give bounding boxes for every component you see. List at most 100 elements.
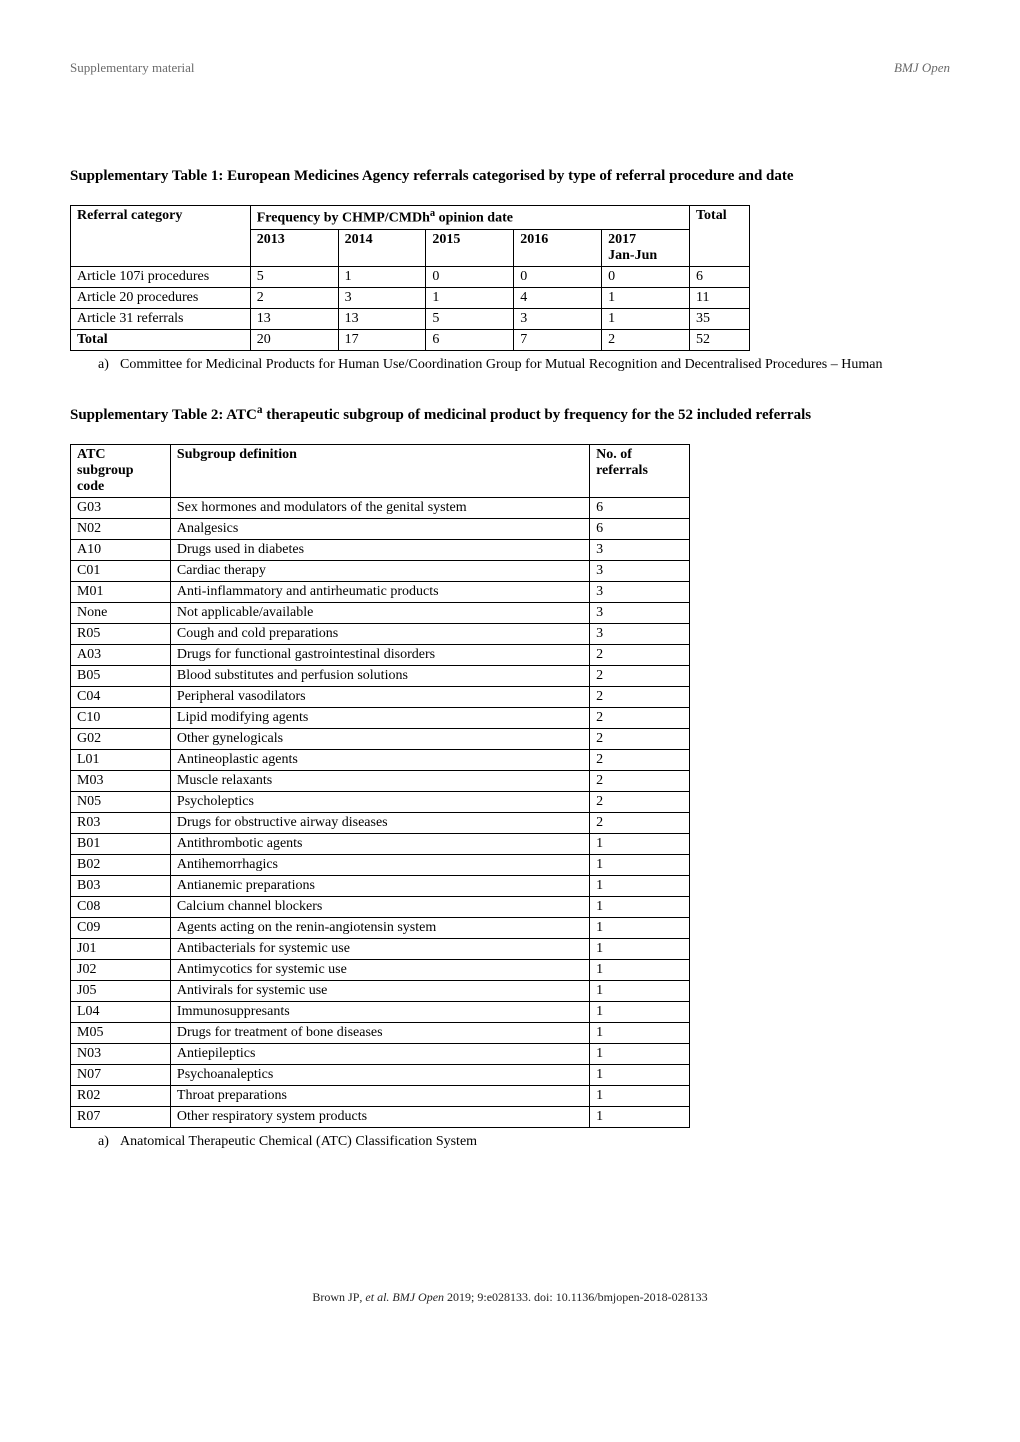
table2-def-cell: Antianemic preparations	[170, 875, 589, 896]
table1-header-row: Referral category Frequency by CHMP/CMDh…	[71, 206, 750, 230]
table2-count-cell: 2	[590, 812, 690, 833]
table-row: M01Anti-inflammatory and antirheumatic p…	[71, 581, 690, 602]
table2-count-cell: 2	[590, 665, 690, 686]
table-row: B01Antithrombotic agents1	[71, 833, 690, 854]
table-row: C04Peripheral vasodilators2	[71, 686, 690, 707]
table-row: R05Cough and cold preparations3	[71, 623, 690, 644]
table1-cell: 4	[514, 287, 602, 308]
table2-code-cell: M03	[71, 770, 171, 791]
table1-title: Supplementary Table 1: European Medicine…	[70, 166, 950, 187]
table2-def-cell: Drugs used in diabetes	[170, 539, 589, 560]
table-row: L04Immunosuppresants1	[71, 1001, 690, 1022]
table2-code-cell: C09	[71, 917, 171, 938]
table2-def-cell: Agents acting on the renin-angiotensin s…	[170, 917, 589, 938]
table2-count-cell: 1	[590, 833, 690, 854]
table2-def-cell: Antibacterials for systemic use	[170, 938, 589, 959]
table-row: M03Muscle relaxants2	[71, 770, 690, 791]
table2-code-cell: M01	[71, 581, 171, 602]
table-row: M05Drugs for treatment of bone diseases1	[71, 1022, 690, 1043]
table1-total-label: Total	[71, 329, 251, 350]
table2-header-cell: No. of referrals	[590, 444, 690, 497]
table2-count-cell: 2	[590, 707, 690, 728]
table-row: J02Antimycotics for systemic use1	[71, 959, 690, 980]
table2-def-cell: Blood substitutes and perfusion solution…	[170, 665, 589, 686]
table2-code-cell: None	[71, 602, 171, 623]
table2-count-cell: 3	[590, 602, 690, 623]
table-row: N05Psycholeptics2	[71, 791, 690, 812]
table2-code-cell: N03	[71, 1043, 171, 1064]
table2-code-cell: N05	[71, 791, 171, 812]
table2-def-cell: Antiepileptics	[170, 1043, 589, 1064]
table2-count-cell: 2	[590, 770, 690, 791]
table2-code-cell: G03	[71, 497, 171, 518]
table2-def-cell: Lipid modifying agents	[170, 707, 589, 728]
table-row: C10Lipid modifying agents2	[71, 707, 690, 728]
table1-cell: 3	[514, 308, 602, 329]
table1-cell: 20	[250, 329, 338, 350]
table2-count-cell: 1	[590, 875, 690, 896]
table-row: A10Drugs used in diabetes3	[71, 539, 690, 560]
table2-count-cell: 1	[590, 1001, 690, 1022]
table-row: G02Other gynelogicals2	[71, 728, 690, 749]
table-row: R02Throat preparations1	[71, 1085, 690, 1106]
table1-year-header: 2014	[338, 229, 426, 266]
table2-code-cell: N02	[71, 518, 171, 539]
table2: ATC subgroup codeSubgroup definitionNo. …	[70, 444, 690, 1128]
table1-cell: 1	[426, 287, 514, 308]
table2-code-cell: G02	[71, 728, 171, 749]
table2-def-cell: Other gynelogicals	[170, 728, 589, 749]
table1-row-total: 6	[690, 266, 750, 287]
table1-cell: 17	[338, 329, 426, 350]
table2-def-cell: Calcium channel blockers	[170, 896, 589, 917]
table1-cell: 0	[514, 266, 602, 287]
table2-count-cell: 1	[590, 917, 690, 938]
table-row: C09Agents acting on the renin-angiotensi…	[71, 917, 690, 938]
table-row: Article 31 referrals131353135	[71, 308, 750, 329]
table2-def-cell: Other respiratory system products	[170, 1106, 589, 1127]
table1-cell: 7	[514, 329, 602, 350]
table2-code-cell: B03	[71, 875, 171, 896]
table2-count-cell: 2	[590, 686, 690, 707]
table2-footnote: a)Anatomical Therapeutic Chemical (ATC) …	[98, 1134, 950, 1150]
table2-code-cell: C01	[71, 560, 171, 581]
table1-year-header: 2015	[426, 229, 514, 266]
table-row: A03Drugs for functional gastrointestinal…	[71, 644, 690, 665]
table2-def-cell: Antivirals for systemic use	[170, 980, 589, 1001]
table2-count-cell: 1	[590, 959, 690, 980]
table1-cell: 1	[338, 266, 426, 287]
table2-count-cell: 3	[590, 623, 690, 644]
table1-header-referral: Referral category	[71, 206, 251, 267]
table-row: R07Other respiratory system products1	[71, 1106, 690, 1127]
table2-def-cell: Peripheral vasodilators	[170, 686, 589, 707]
table2-count-cell: 1	[590, 980, 690, 1001]
table2-count-cell: 2	[590, 728, 690, 749]
table2-code-cell: B01	[71, 833, 171, 854]
table2-def-cell: Not applicable/available	[170, 602, 589, 623]
table1-cell: 3	[338, 287, 426, 308]
table-row: N03Antiepileptics1	[71, 1043, 690, 1064]
table-row: NoneNot applicable/available3	[71, 602, 690, 623]
table2-code-cell: M05	[71, 1022, 171, 1043]
table2-code-cell: R02	[71, 1085, 171, 1106]
table2-def-cell: Analgesics	[170, 518, 589, 539]
table2-title: Supplementary Table 2: ATCa therapeutic …	[70, 403, 950, 426]
table2-code-cell: N07	[71, 1064, 171, 1085]
table2-def-cell: Antineoplastic agents	[170, 749, 589, 770]
table2-count-cell: 1	[590, 1022, 690, 1043]
table1-total-value: 52	[690, 329, 750, 350]
table2-count-cell: 3	[590, 581, 690, 602]
table2-def-cell: Antimycotics for systemic use	[170, 959, 589, 980]
table2-count-cell: 1	[590, 1106, 690, 1127]
table2-count-cell: 6	[590, 518, 690, 539]
table1-cell: 5	[426, 308, 514, 329]
table-row: B05Blood substitutes and perfusion solut…	[71, 665, 690, 686]
table1-cell: 2	[250, 287, 338, 308]
table1-cell: 13	[250, 308, 338, 329]
table2-code-cell: B05	[71, 665, 171, 686]
table2-count-cell: 1	[590, 1043, 690, 1064]
table1-cell: 0	[602, 266, 690, 287]
table1-header-total: Total	[690, 206, 750, 267]
table2-count-cell: 1	[590, 1064, 690, 1085]
table2-def-cell: Drugs for obstructive airway diseases	[170, 812, 589, 833]
table-row: B02Antihemorrhagics1	[71, 854, 690, 875]
